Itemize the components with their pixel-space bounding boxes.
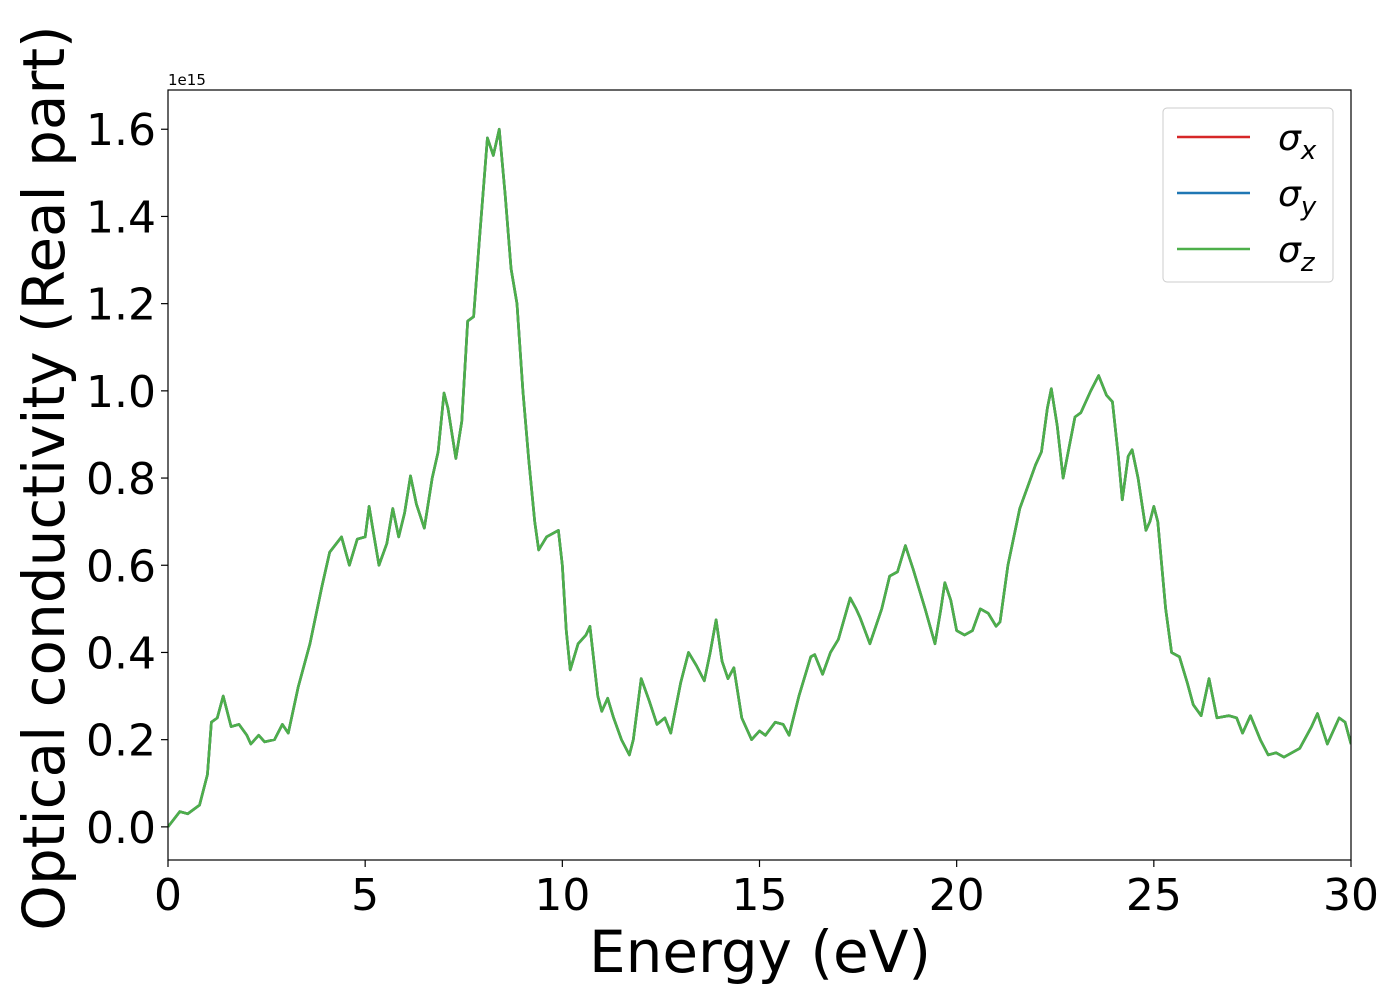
legend: σx σy σz: [1162, 107, 1334, 283]
x-tick-label: 0: [154, 870, 182, 921]
x-tick-label: 10: [534, 870, 590, 921]
y-tick-label: 0.0: [86, 803, 156, 854]
y-tick-label: 1.4: [86, 192, 156, 243]
legend-label: σz: [1278, 230, 1316, 278]
y-tick-label: 0.6: [86, 541, 156, 592]
legend-label: σy: [1278, 174, 1317, 222]
offset-label: 1e15: [168, 71, 206, 89]
legend-label: σx: [1278, 118, 1317, 166]
x-tick-label: 20: [929, 870, 985, 921]
y-axis-label: Optical conductivity (Real part): [10, 25, 78, 930]
x-tick-label: 30: [1323, 870, 1379, 921]
x-tick-label: 15: [732, 870, 788, 921]
data-line: [168, 127, 1351, 828]
y-tick-label: 0.4: [86, 628, 156, 679]
plot-frame: [167, 89, 1352, 861]
y-tick-label: 1.0: [86, 367, 156, 418]
legend-box: [1162, 107, 1334, 283]
y-tick-label: 0.8: [86, 454, 156, 505]
y-tick-label: 0.2: [86, 716, 156, 767]
x-axis-label: Energy (eV): [589, 918, 931, 986]
x-tick-label: 5: [351, 870, 379, 921]
x-tick-label: 25: [1126, 870, 1182, 921]
y-tick-label: 1.2: [86, 280, 156, 331]
y-tick-label: 1.6: [86, 105, 156, 156]
